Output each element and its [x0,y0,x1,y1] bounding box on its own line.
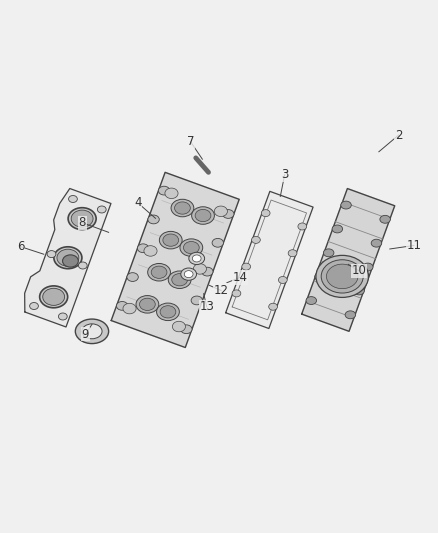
Text: 14: 14 [233,271,247,284]
Ellipse shape [159,231,182,249]
Text: 9: 9 [81,328,89,341]
Ellipse shape [160,306,176,318]
Ellipse shape [43,288,64,305]
Ellipse shape [175,202,191,214]
Ellipse shape [223,209,234,219]
Text: 11: 11 [406,239,421,252]
Ellipse shape [261,209,270,216]
Polygon shape [226,191,313,328]
Ellipse shape [78,262,87,269]
Ellipse shape [268,303,277,310]
Ellipse shape [279,277,287,284]
Ellipse shape [75,319,109,344]
Ellipse shape [97,206,106,213]
Text: 13: 13 [199,300,214,313]
Ellipse shape [251,236,260,244]
Ellipse shape [71,210,93,227]
Ellipse shape [315,273,325,281]
Ellipse shape [189,252,205,264]
Ellipse shape [57,249,79,266]
Ellipse shape [159,186,170,195]
Ellipse shape [195,209,211,222]
Text: 8: 8 [79,216,86,229]
Text: 7: 7 [187,135,194,148]
Ellipse shape [306,297,317,304]
Ellipse shape [345,311,356,319]
Ellipse shape [30,303,39,310]
Ellipse shape [156,303,179,320]
Ellipse shape [212,238,223,247]
Polygon shape [111,172,239,348]
Ellipse shape [54,247,82,269]
Ellipse shape [298,223,307,230]
Text: 12: 12 [214,284,229,297]
Polygon shape [302,189,395,332]
Ellipse shape [144,246,157,256]
Ellipse shape [363,263,373,271]
Text: 4: 4 [134,197,142,209]
Ellipse shape [341,201,351,209]
Ellipse shape [214,206,227,216]
Ellipse shape [193,264,206,274]
Ellipse shape [58,313,67,320]
Text: 2: 2 [395,128,403,142]
Ellipse shape [321,260,363,293]
Ellipse shape [63,255,78,267]
Ellipse shape [323,249,334,257]
Ellipse shape [184,271,193,278]
Ellipse shape [123,303,136,314]
Ellipse shape [163,234,179,246]
Ellipse shape [180,325,192,334]
Ellipse shape [192,255,201,262]
Ellipse shape [151,266,167,278]
Text: 3: 3 [281,168,288,181]
Ellipse shape [172,273,187,286]
Ellipse shape [380,215,390,223]
Ellipse shape [181,268,197,280]
Ellipse shape [192,207,215,224]
Ellipse shape [180,239,203,256]
Polygon shape [25,189,111,327]
Text: 10: 10 [352,264,367,277]
Ellipse shape [171,199,194,217]
Ellipse shape [68,208,96,230]
Ellipse shape [139,298,155,310]
Ellipse shape [168,271,191,288]
Ellipse shape [288,250,297,257]
Ellipse shape [242,263,251,270]
Text: 6: 6 [17,240,25,253]
Ellipse shape [165,188,178,199]
Ellipse shape [316,255,368,297]
Ellipse shape [138,244,149,253]
Ellipse shape [69,196,78,203]
Ellipse shape [201,267,213,276]
Ellipse shape [127,273,138,281]
Ellipse shape [136,296,159,313]
Ellipse shape [232,290,241,297]
Ellipse shape [184,241,199,254]
Ellipse shape [82,324,102,339]
Ellipse shape [117,302,128,310]
Ellipse shape [47,251,56,257]
Ellipse shape [148,215,159,224]
Ellipse shape [332,225,343,233]
Ellipse shape [371,239,381,247]
Ellipse shape [40,286,68,308]
Ellipse shape [172,321,185,332]
Ellipse shape [148,263,170,281]
Ellipse shape [191,296,202,305]
Ellipse shape [354,287,364,295]
Ellipse shape [326,264,358,289]
